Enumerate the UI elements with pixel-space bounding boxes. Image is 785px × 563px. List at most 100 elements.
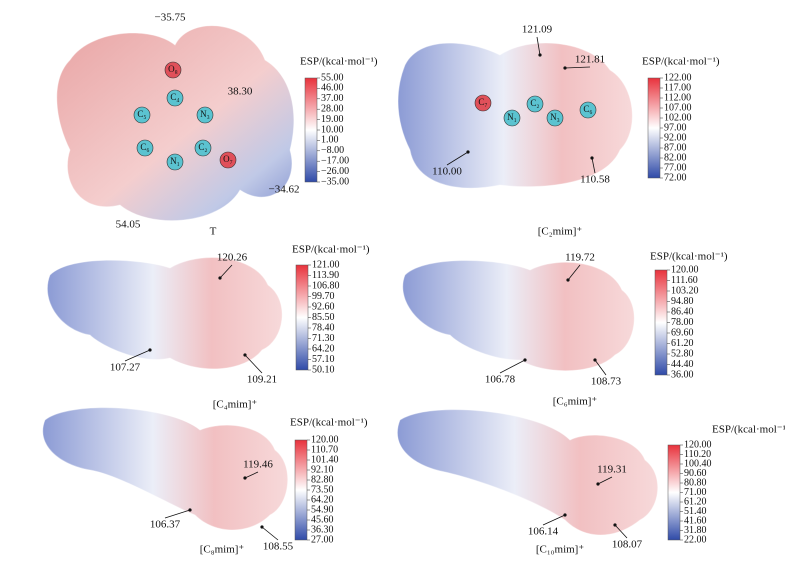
atom — [136, 139, 154, 157]
colorbar-tick-label: 82.00 — [664, 152, 687, 163]
colorbar-tick-label: −17.00 — [321, 155, 349, 166]
colorbar-tick-label: 51.40 — [684, 506, 707, 517]
atom — [546, 109, 564, 127]
colorbar-tick-label: 52.80 — [671, 348, 694, 359]
esp-annotation: 108.73 — [591, 376, 622, 388]
colorbar-tick-label: 22.00 — [684, 534, 707, 545]
colorbar-tick-label: −35.00 — [321, 176, 349, 187]
atom-label: N₁ — [170, 156, 180, 166]
atom — [133, 106, 151, 124]
panel-label: [C₂mim]⁺ — [538, 226, 583, 238]
esp-surface — [397, 409, 658, 535]
panel-label: T — [210, 226, 217, 238]
arrow-head — [538, 53, 542, 57]
colorbar-tick-label: 92.60 — [312, 301, 335, 312]
esp-annotation: 38.30 — [228, 86, 253, 98]
colorbar-tick-label: 107.00 — [664, 102, 692, 113]
colorbar-tick-label: 97.00 — [664, 122, 687, 133]
atom — [164, 61, 182, 79]
panel-label: [C₁₀mim]⁺ — [536, 544, 585, 556]
colorbar — [667, 444, 681, 541]
colorbar-title: ESP/(kcal·mol⁻¹) — [292, 244, 370, 256]
colorbar-title: ESP/(kcal·mol⁻¹) — [300, 56, 378, 68]
colorbar-tick-label: 80.80 — [684, 477, 707, 488]
arrow-head — [523, 358, 527, 362]
colorbar-tick-label: 101.40 — [311, 454, 339, 465]
colorbar-tick-label: 92.10 — [311, 464, 334, 475]
atom — [579, 101, 597, 119]
colorbar-tick-label: 19.00 — [321, 114, 344, 125]
colorbar-title: ESP/(kcal·mol⁻¹) — [712, 424, 785, 436]
annotation-arrow — [261, 526, 279, 541]
arrow-head — [243, 353, 247, 357]
atom — [196, 106, 214, 124]
atom-label: N₃ — [200, 109, 210, 119]
colorbar-tick-label: 1.00 — [321, 135, 339, 146]
colorbar-tick-label: 121.00 — [312, 259, 340, 270]
colorbar-tick-label: 71.00 — [684, 487, 707, 498]
colorbar-tick-label: 85.50 — [312, 312, 335, 323]
esp-annotation: 54.05 — [116, 219, 141, 231]
colorbar-tick-label: 54.90 — [311, 504, 334, 515]
esp-surface — [402, 260, 635, 372]
atom — [503, 109, 521, 127]
annotation-arrow — [124, 349, 151, 362]
esp-annotation: 110.00 — [432, 166, 462, 178]
annotation-arrow — [542, 514, 566, 526]
colorbar-tick-label: 64.20 — [311, 494, 334, 505]
colorbar-tick-label: −26.00 — [321, 166, 349, 177]
esp-annotation: 106.37 — [150, 519, 181, 531]
colorbar-title: ESP/(kcal·mol⁻¹) — [290, 417, 368, 429]
colorbar-tick-label: 111.60 — [671, 275, 698, 286]
atom — [219, 151, 237, 169]
colorbar — [647, 77, 661, 179]
atom — [166, 153, 184, 171]
colorbar-tick-label: 71.30 — [312, 333, 335, 344]
arrow-head — [466, 150, 470, 154]
colorbar-tick-label: 41.60 — [684, 515, 707, 526]
annotation-arrow — [597, 476, 613, 485]
arrow-head — [563, 513, 567, 517]
colorbar-tick-label: 110.20 — [684, 449, 711, 460]
arrow-head — [566, 278, 570, 282]
colorbar — [294, 439, 308, 541]
atom-label: C₂ — [530, 98, 539, 108]
arrow-head — [218, 276, 222, 280]
colorbar-tick-label: 82.80 — [311, 474, 334, 485]
colorbar-tick-label: 99.70 — [312, 291, 335, 302]
esp-annotation: 120.26 — [217, 252, 248, 264]
atom-label: C₄ — [170, 92, 179, 102]
esp-annotation: 107.27 — [110, 362, 141, 374]
atom — [526, 95, 544, 113]
esp-surface — [397, 42, 633, 189]
esp-annotation: 110.58 — [580, 174, 610, 186]
esp-surface — [56, 25, 295, 222]
arrow-head — [613, 523, 617, 527]
colorbar-tick-label: 36.30 — [311, 524, 334, 535]
arrow-head — [260, 525, 264, 529]
colorbar-tick-label: 36.00 — [671, 369, 694, 380]
esp-surface — [56, 25, 294, 221]
annotation-arrow — [446, 151, 469, 166]
colorbar-tick-label: 120.00 — [671, 264, 699, 275]
colorbar-tick-label: 103.20 — [671, 285, 699, 296]
esp-surface — [47, 257, 283, 369]
esp-annotation: −35.75 — [155, 12, 186, 24]
annotation-arrow — [219, 264, 233, 279]
atom-label: C₆ — [583, 104, 592, 114]
annotation-arrow — [499, 359, 526, 374]
colorbar-tick-label: 73.50 — [311, 484, 334, 495]
colorbar-tick-label: 44.40 — [671, 359, 694, 370]
arrow-head — [148, 348, 152, 352]
panel-label: [C₆mim]⁺ — [553, 396, 598, 408]
annotation-arrow — [244, 354, 263, 374]
colorbar-tick-label: 117.00 — [664, 82, 691, 93]
esp-surface — [396, 409, 659, 536]
colorbar-tick-label: 57.10 — [312, 354, 335, 365]
atom-label: C₅ — [137, 109, 146, 119]
esp-annotation: 106.78 — [485, 374, 516, 386]
esp-annotation: 106.14 — [528, 526, 559, 538]
atom — [166, 89, 184, 107]
atom-label: N₃ — [550, 112, 560, 122]
